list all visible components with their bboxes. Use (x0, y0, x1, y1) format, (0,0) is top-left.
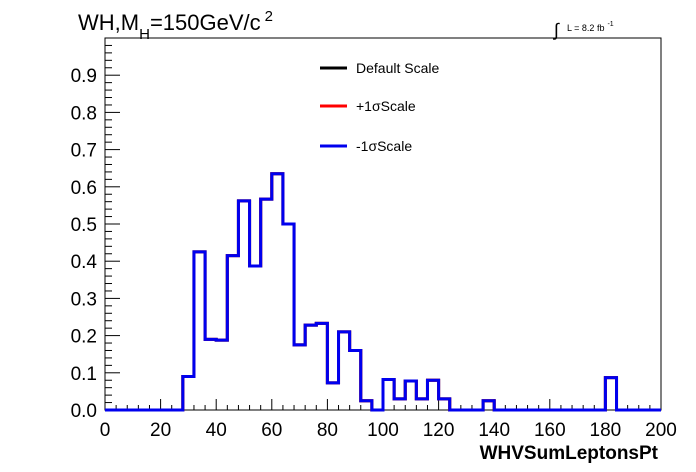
x-tick-label: 100 (367, 420, 399, 441)
legend-label: +1σScale (356, 98, 416, 114)
x-tick-label: 60 (261, 420, 282, 441)
series-lines (105, 172, 661, 412)
y-tick-label: 0.6 (71, 178, 97, 199)
x-tick-label: 140 (478, 420, 510, 441)
series-line-0 (105, 172, 661, 412)
x-axis-label: WHVSumLeptonsPt (480, 443, 659, 464)
lumi-label: L = 8.2 fb -1 (567, 21, 614, 33)
title-subscript: H (139, 26, 150, 43)
series-line-2 (105, 172, 661, 412)
x-tick-label: 0 (100, 420, 111, 441)
title-main: =150GeV/c (150, 10, 261, 35)
y-tick-label: 0.4 (71, 252, 98, 273)
x-tick-label: 200 (645, 420, 677, 441)
y-tick-label: 0.8 (71, 103, 97, 124)
x-tick-label: 120 (423, 420, 455, 441)
plot-title: WH,MH=150GeV/c 2 (78, 8, 273, 43)
legend-label: Default Scale (356, 60, 439, 76)
x-tick-label: 160 (534, 420, 566, 441)
title-prefix: WH,M (78, 10, 139, 35)
y-tick-label: 0.3 (71, 289, 97, 310)
plot-frame (104, 37, 662, 411)
y-tick-label: 0.5 (71, 215, 97, 236)
series-line-1 (105, 172, 661, 412)
axis-tick-labels: 0 20 40 60 80 100 120 140 160 180 200 0.0 0.1 0.2 0.3 0… (71, 66, 677, 441)
y-tick-label: 0.1 (71, 364, 97, 385)
lumi-superscript: -1 (607, 21, 613, 28)
title-superscript: 2 (265, 8, 273, 25)
y-tick-label: 0.9 (71, 66, 97, 87)
x-tick-label: 20 (150, 420, 171, 441)
x-tick-label: 180 (590, 420, 622, 441)
legend: Default Scale +1σScale -1σScale (320, 60, 439, 154)
x-tick-label: 80 (317, 420, 338, 441)
lumi-text: L = 8.2 fb (567, 23, 604, 33)
y-tick-label: 0.0 (71, 401, 97, 422)
y-tick-label: 0.2 (71, 327, 97, 348)
x-tick-label: 40 (206, 420, 227, 441)
legend-label: -1σScale (356, 138, 412, 154)
lumi-integral: ∫ (552, 20, 560, 40)
axis-ticks (104, 37, 662, 411)
y-tick-label: 0.7 (71, 141, 97, 162)
